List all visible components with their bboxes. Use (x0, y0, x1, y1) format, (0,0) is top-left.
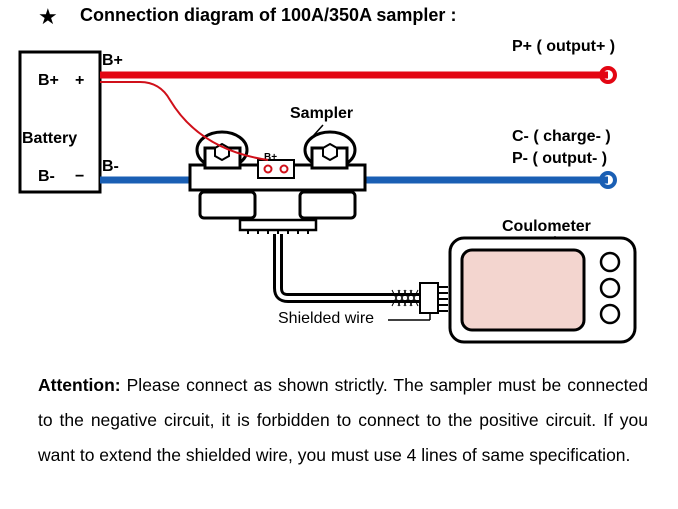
diagram-canvas: ★ Connection diagram of 100A/350A sample… (0, 0, 678, 509)
wiring-svg (0, 0, 678, 360)
attention-body: Please connect as shown strictly. The sa… (38, 375, 648, 465)
attention-lead: Attention: (38, 375, 121, 395)
attention-note: Attention: Please connect as shown stric… (38, 368, 648, 473)
